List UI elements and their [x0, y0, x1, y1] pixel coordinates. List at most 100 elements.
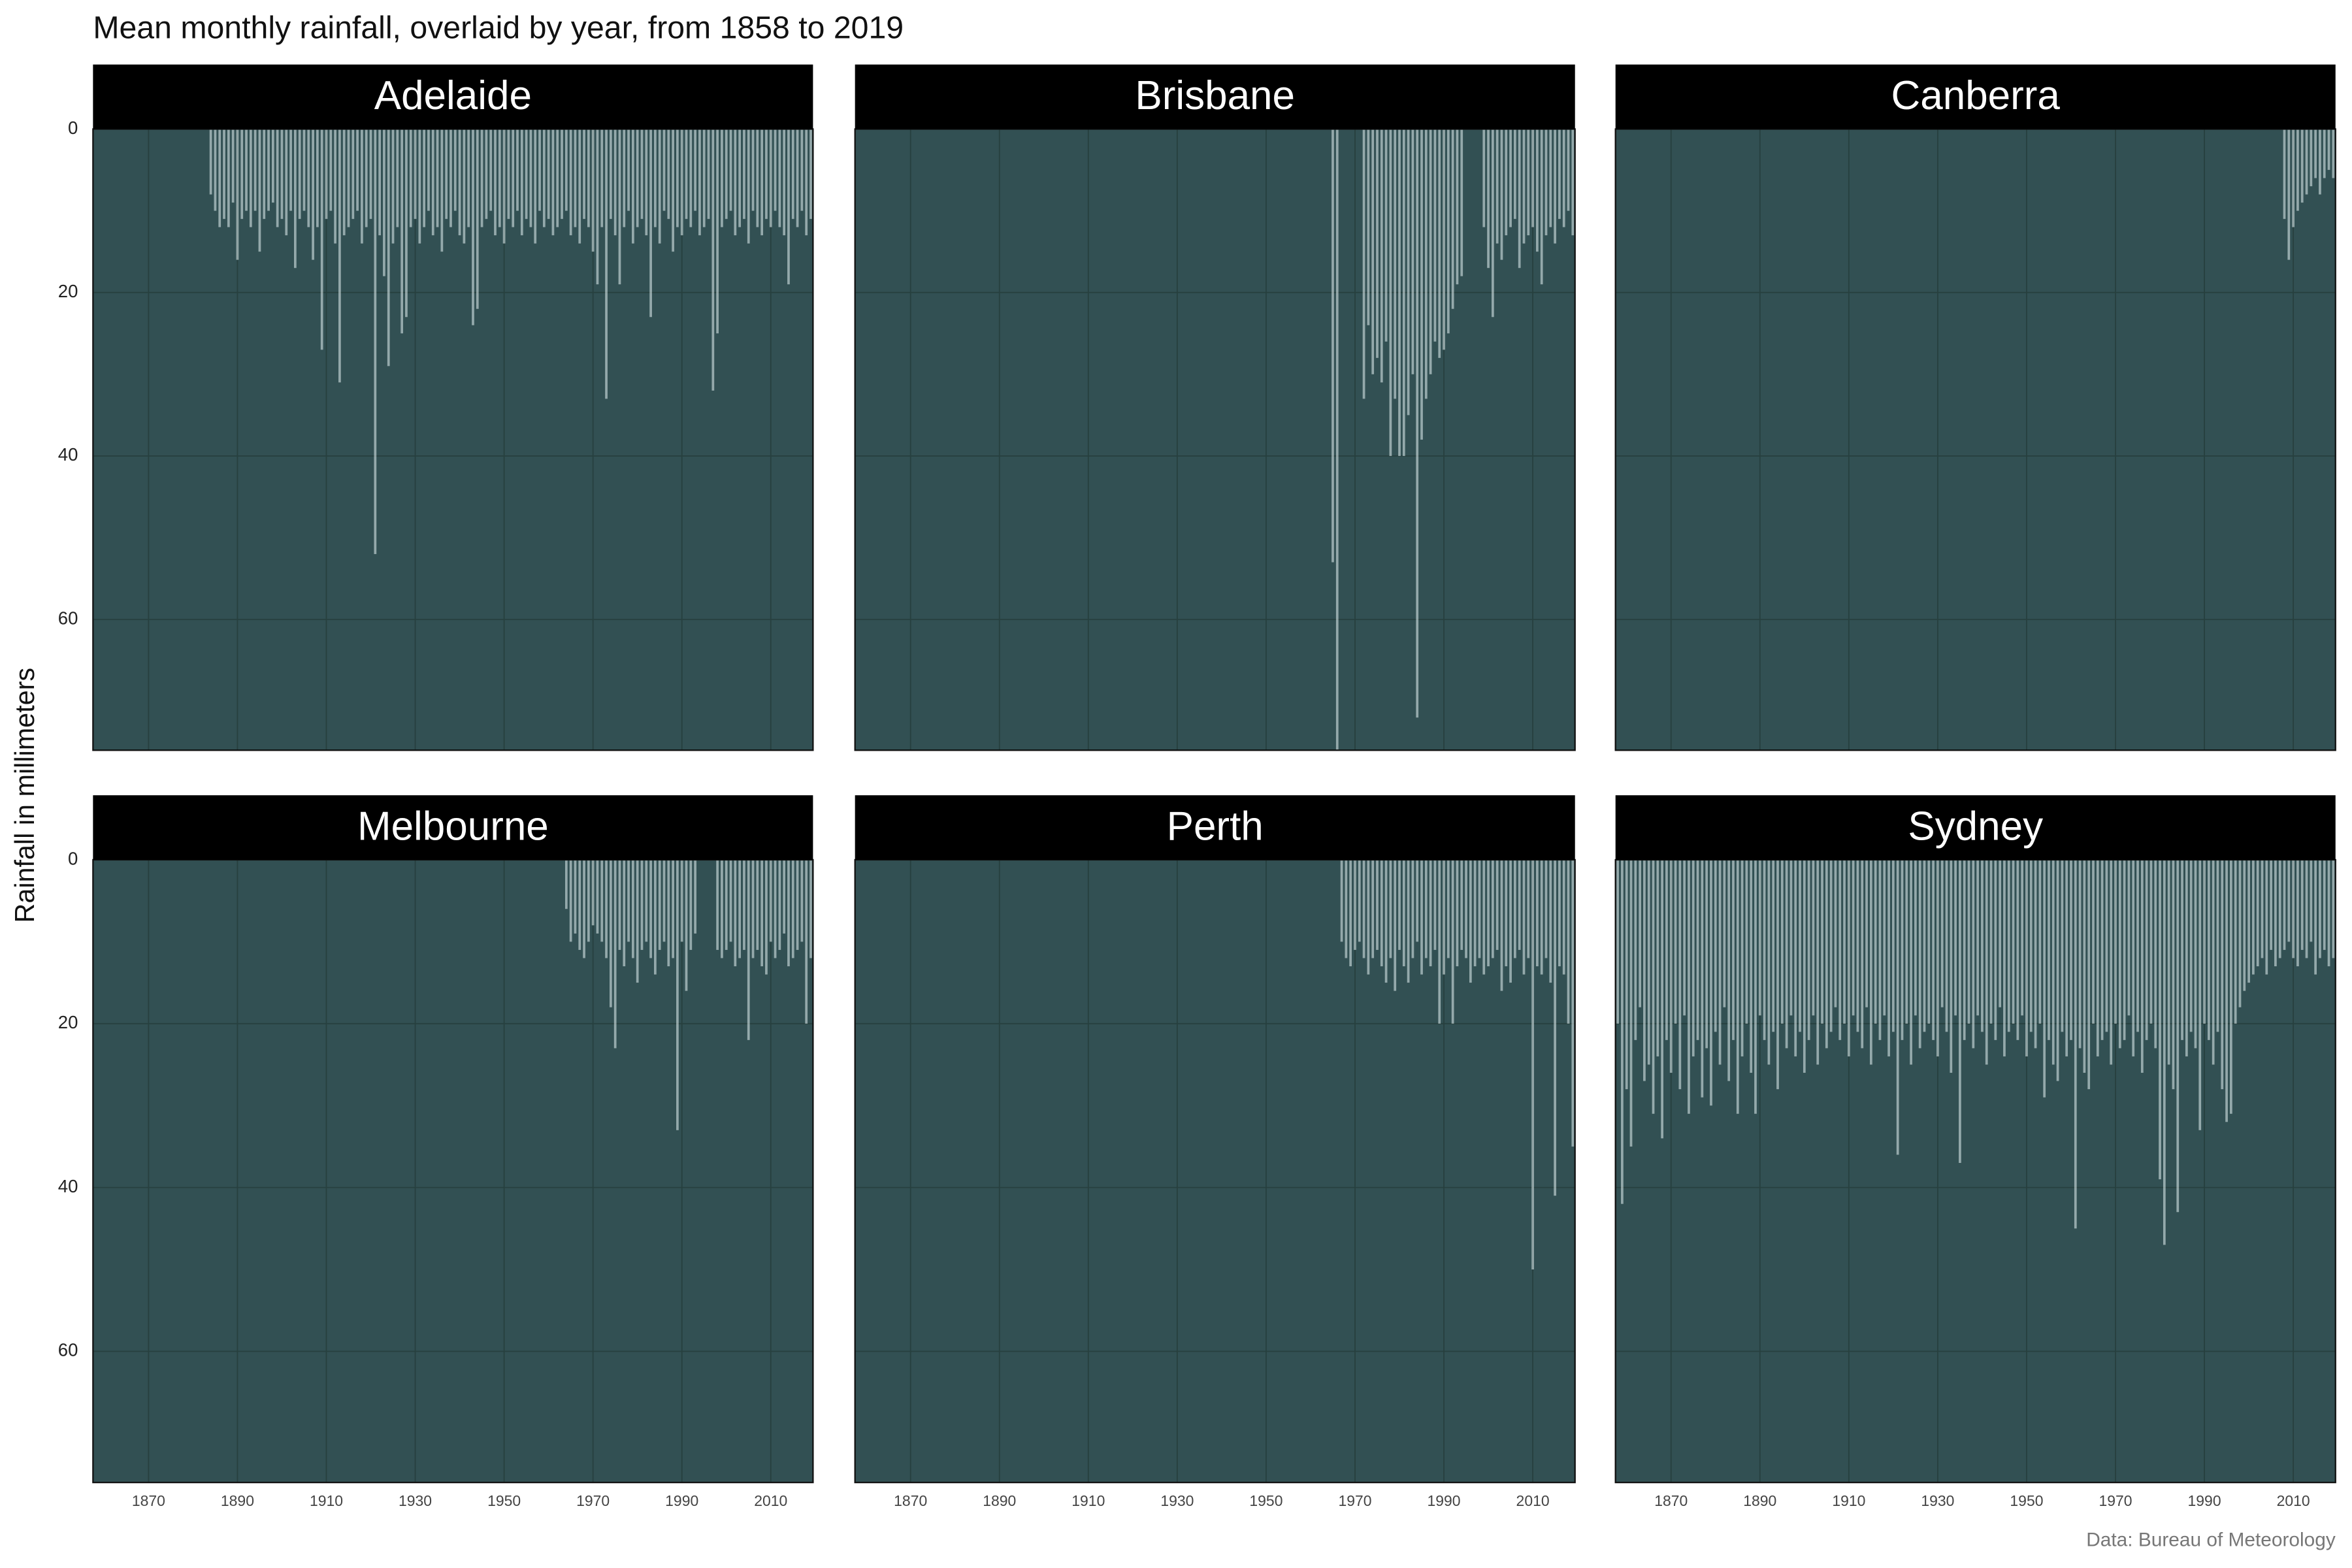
x-tick-label: 1890 — [983, 1492, 1016, 1509]
bar — [1509, 859, 1512, 983]
bar — [1940, 859, 1944, 1007]
bar — [1647, 859, 1650, 1065]
strip — [1615, 64, 2336, 129]
strip-title: Perth — [1167, 804, 1264, 849]
x-tick-label: 2010 — [1516, 1492, 1550, 1509]
bar — [1656, 859, 1659, 1056]
bar — [1429, 859, 1432, 967]
bar — [805, 859, 808, 1024]
bar — [1780, 859, 1784, 1024]
bar — [2065, 859, 2068, 1056]
bar — [414, 129, 417, 220]
bar — [734, 129, 737, 236]
bar — [2319, 129, 2321, 195]
bar — [2243, 859, 2246, 991]
bar — [1994, 859, 1997, 1040]
bar — [1963, 859, 1966, 1040]
bar — [2110, 859, 2113, 1065]
bar — [623, 859, 626, 967]
bar — [351, 129, 355, 220]
bar — [2270, 859, 2272, 950]
bar — [1678, 859, 1682, 1090]
bar — [2029, 859, 2033, 1032]
bar — [489, 129, 493, 211]
bar — [2310, 129, 2313, 187]
bar — [356, 129, 359, 211]
bar — [2292, 129, 2295, 227]
bar — [1932, 859, 1935, 1040]
bar — [2132, 859, 2135, 1056]
x-tick-label: 1870 — [894, 1492, 927, 1509]
bar — [1794, 859, 1797, 1056]
bar — [2034, 859, 2037, 1049]
bar — [2234, 859, 2237, 1024]
bar — [1883, 859, 1886, 1016]
bar — [676, 129, 679, 227]
y-tick-label: 20 — [58, 281, 78, 301]
bar — [574, 859, 577, 934]
bar — [1469, 859, 1472, 983]
bar — [1411, 859, 1414, 958]
bar — [2252, 859, 2255, 975]
panel: 1870 1890 1910 1930 1950 1970 1990 2010 Perth — [854, 795, 1576, 1509]
y-tick-label: 20 — [58, 1012, 78, 1032]
bar — [2154, 859, 2157, 1049]
bar — [1776, 859, 1779, 1090]
bar — [2083, 859, 2086, 1073]
bar — [2176, 859, 2180, 1213]
bar — [1389, 129, 1392, 456]
bar — [285, 129, 288, 236]
bar — [2327, 129, 2330, 171]
bar — [316, 129, 319, 227]
bar — [2016, 859, 2019, 1040]
bar — [1661, 859, 1664, 1139]
bar — [600, 129, 604, 227]
bar — [1500, 859, 1503, 991]
bar — [529, 129, 532, 227]
bar — [1394, 129, 1397, 399]
bar — [449, 129, 452, 227]
bar — [685, 859, 688, 991]
bar — [672, 859, 674, 958]
bar — [289, 129, 292, 211]
x-tick-label: 2010 — [754, 1492, 787, 1509]
panel-background — [93, 129, 813, 751]
strip — [855, 795, 1575, 860]
bar — [729, 859, 732, 942]
bar — [1558, 129, 1561, 220]
bar — [2319, 859, 2321, 958]
bar — [1732, 859, 1735, 1040]
bar — [383, 129, 385, 276]
bar — [1665, 859, 1668, 1040]
bar — [253, 129, 257, 211]
bar — [1923, 859, 1926, 1032]
bar — [2287, 129, 2291, 260]
bar — [640, 859, 644, 950]
bar — [227, 129, 230, 227]
y-tick-label: 40 — [58, 1176, 78, 1196]
bar — [1473, 859, 1477, 967]
bar — [1438, 859, 1441, 1024]
figure-title: Mean monthly rainfall, overlaid by year,… — [93, 10, 904, 46]
bar — [485, 129, 488, 220]
bar — [613, 129, 617, 236]
bar — [2221, 859, 2224, 1090]
bar — [751, 859, 755, 958]
bar — [312, 129, 314, 260]
bar — [271, 129, 274, 203]
bar — [2172, 859, 2175, 1090]
bar — [1634, 859, 1637, 1040]
bar — [1856, 859, 1859, 1032]
bar — [1536, 129, 1539, 252]
bar — [1376, 129, 1379, 358]
bar — [2096, 859, 2099, 1056]
bar — [769, 859, 772, 942]
bar — [494, 129, 497, 236]
bar — [694, 129, 696, 211]
bar — [1874, 859, 1877, 1024]
bar — [1825, 859, 1828, 1049]
bar — [1531, 129, 1534, 227]
bar — [2323, 859, 2326, 950]
bar — [564, 859, 568, 909]
